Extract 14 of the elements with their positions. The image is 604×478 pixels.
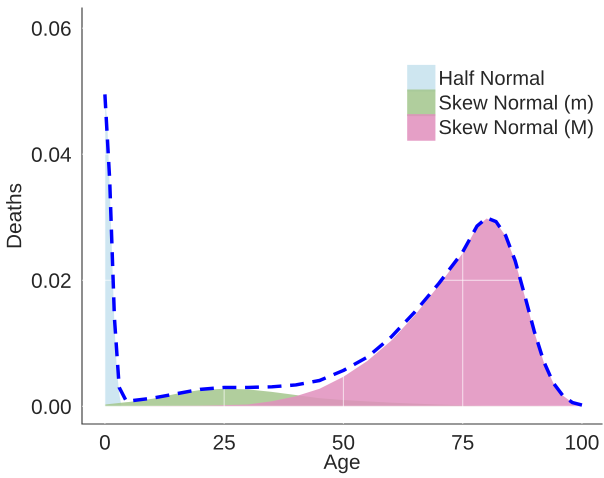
y-axis-title: Deaths [6, 184, 22, 248]
x-tick-label: 100 [566, 434, 599, 450]
x-tick-label: 25 [214, 434, 235, 450]
y-tick-label: 0.06 [32, 21, 71, 36]
x-axis-title: Age [324, 454, 360, 474]
y-tick-label: 0.02 [32, 273, 71, 288]
legend-label: Skew Normal (m) [439, 94, 593, 114]
y-tick-label: 0.04 [32, 147, 71, 162]
x-tick-label: 0 [100, 434, 110, 450]
x-tick-label: 50 [332, 434, 354, 450]
legend-label: Half Normal [440, 70, 544, 86]
x-tick-label: 75 [452, 435, 474, 450]
legend-label: Skew Normal (M) [439, 119, 593, 138]
y-tick-label: 0.00 [32, 399, 71, 414]
